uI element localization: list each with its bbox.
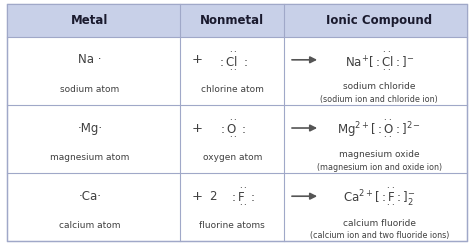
Text: Na ·: Na · [78, 53, 102, 66]
Text: $\overset{\cdot\cdot}{\underset{\cdot\cdot}{\mathrm{:O\ :}}}$: $\overset{\cdot\cdot}{\underset{\cdot\cd… [218, 118, 246, 138]
Text: calcium atom: calcium atom [59, 221, 121, 230]
Text: $\overset{\cdot\cdot}{\underset{\cdot\cdot}{\mathrm{:F\ :}}}$: $\overset{\cdot\cdot}{\underset{\cdot\cd… [229, 186, 255, 207]
Text: ·Ca·: ·Ca· [79, 190, 101, 203]
Text: +: + [191, 190, 202, 203]
Text: Metal: Metal [72, 14, 109, 27]
FancyBboxPatch shape [7, 4, 467, 241]
Text: (sodium ion and chloride ion): (sodium ion and chloride ion) [320, 95, 438, 104]
Text: 2: 2 [210, 190, 217, 203]
Text: Ca$^{2+}$[$\overset{\cdot\cdot}{\underset{\cdot\cdot}{\mathrm{:F:}}}$]$^{-}_{2}$: Ca$^{2+}$[$\overset{\cdot\cdot}{\underse… [343, 186, 415, 207]
Text: +: + [191, 53, 202, 66]
Text: Nonmetal: Nonmetal [200, 14, 264, 27]
Text: sodium atom: sodium atom [61, 85, 119, 94]
Text: ·Mg·: ·Mg· [77, 122, 103, 135]
Text: fluorine atoms: fluorine atoms [200, 221, 265, 230]
Text: oxygen atom: oxygen atom [202, 153, 262, 162]
Text: Ionic Compound: Ionic Compound [326, 14, 432, 27]
Text: Mg$^{2+}$[$\overset{\cdot\cdot}{\underset{\cdot\cdot}{\mathrm{:O:}}}$]$^{2-}$: Mg$^{2+}$[$\overset{\cdot\cdot}{\underse… [337, 118, 421, 138]
Text: sodium chloride: sodium chloride [343, 82, 415, 91]
Text: (calcium ion and two fluoride ions): (calcium ion and two fluoride ions) [310, 231, 449, 240]
Text: +: + [191, 122, 202, 135]
Text: $\overset{\cdot\cdot}{\underset{\cdot\cdot}{\mathrm{:Cl\ :}}}$: $\overset{\cdot\cdot}{\underset{\cdot\cd… [217, 49, 247, 71]
Text: magnesium oxide: magnesium oxide [339, 150, 419, 159]
Text: (magnesium ion and oxide ion): (magnesium ion and oxide ion) [317, 163, 442, 172]
Text: magnesium atom: magnesium atom [50, 153, 130, 162]
Text: chlorine atom: chlorine atom [201, 85, 264, 94]
FancyBboxPatch shape [7, 4, 467, 37]
Text: Na$^{+}$[$\overset{\cdot\cdot}{\underset{\cdot\cdot}{\mathrm{:Cl:}}}$]$^{-}$: Na$^{+}$[$\overset{\cdot\cdot}{\underset… [345, 49, 414, 71]
Text: calcium fluoride: calcium fluoride [343, 219, 416, 228]
